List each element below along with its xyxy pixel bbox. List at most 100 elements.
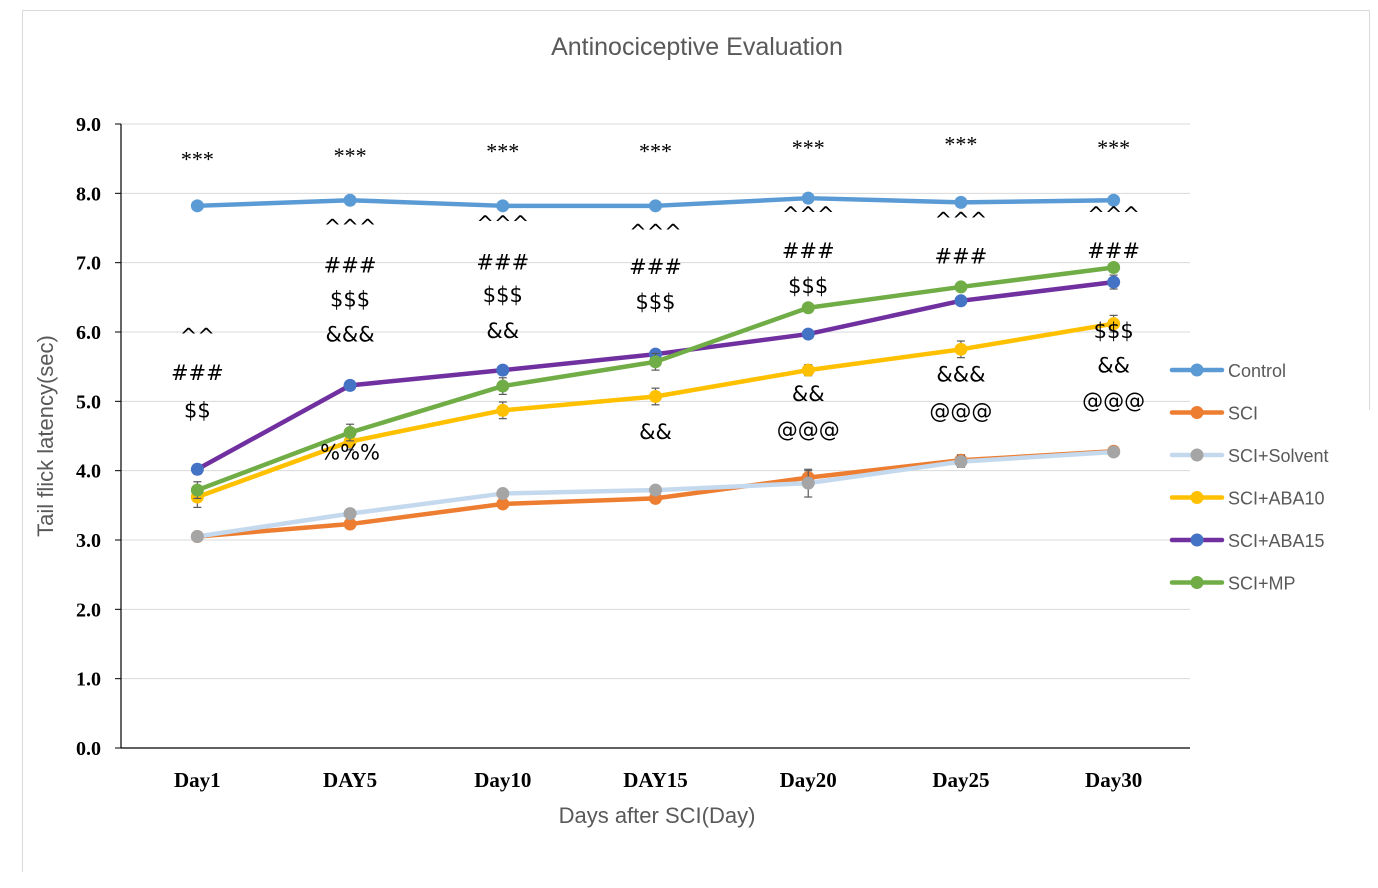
significance-annotation: && (1097, 354, 1130, 378)
data-point (649, 199, 662, 213)
legend-item: SCI+MP (1169, 574, 1296, 594)
significance-annotation: $$$ (330, 288, 370, 312)
significance-annotation: ^^^ (935, 209, 988, 233)
significance-annotation: @@@ (929, 399, 992, 423)
data-point (1107, 275, 1121, 289)
data-point (496, 497, 510, 511)
significance-annotation: ^^^ (1087, 203, 1140, 227)
significance-annotation: ^^^ (476, 212, 529, 236)
significance-annotation: ^^^ (629, 220, 682, 244)
significance-annotation: @@@ (1082, 389, 1145, 413)
legend-label: SCI (1228, 404, 1258, 424)
legend-label: SCI+MP (1228, 574, 1296, 594)
significance-annotation: && (486, 319, 519, 343)
x-tick-label: Day25 (932, 768, 989, 792)
frame-border-right (1369, 10, 1370, 410)
data-point (954, 342, 968, 356)
y-tick-label: 8.0 (76, 183, 101, 205)
y-tick-label: 3.0 (76, 530, 101, 552)
legend-marker (1190, 491, 1204, 504)
legend-item: Control (1169, 361, 1286, 381)
significance-annotation: ### (1087, 239, 1140, 263)
x-tick-label: DAY5 (323, 768, 377, 792)
legend-marker (1190, 406, 1204, 419)
data-point (496, 379, 510, 393)
data-point (496, 487, 510, 501)
legend-label: SCI+ABA15 (1228, 531, 1325, 551)
legend-marker (1190, 363, 1204, 377)
data-point (1107, 193, 1121, 207)
y-tick-label: 0.0 (76, 738, 101, 760)
data-point (801, 363, 815, 377)
legend-item: SCI (1169, 404, 1258, 424)
data-point (343, 378, 357, 392)
y-tick-label: 5.0 (76, 391, 101, 413)
annotation-layer: *** ^^ ### $$ *** ^^^ ### $$$ &&&%%% *** ^^^ ### $$$… (171, 131, 1145, 464)
data-point (190, 530, 204, 544)
legend-label: Control (1228, 361, 1286, 381)
y-tick-label: 2.0 (76, 599, 101, 621)
data-point (343, 507, 357, 521)
legend-marker (1190, 533, 1204, 547)
x-tick-label: DAY15 (623, 768, 688, 792)
legend-item: SCI+ABA10 (1169, 489, 1325, 509)
legend-item: SCI+ABA15 (1169, 531, 1325, 551)
significance-annotation: *** (792, 135, 825, 160)
significance-annotation: &&& (936, 363, 985, 387)
data-point (649, 389, 662, 403)
data-point (954, 455, 968, 469)
data-point (190, 483, 204, 497)
significance-annotation: @@@ (777, 418, 840, 442)
data-point (801, 476, 815, 490)
data-point (1107, 261, 1121, 275)
series-sci-mp (190, 261, 1121, 499)
legend-label: SCI+Solvent (1228, 446, 1329, 466)
significance-annotation: ### (782, 239, 835, 263)
significance-annotation: ### (935, 245, 988, 269)
y-tick-label: 4.0 (76, 461, 101, 483)
significance-annotation: *** (639, 138, 672, 163)
legend-item: SCI+Solvent (1169, 446, 1329, 466)
x-axis-title: Days after SCI(Day) (559, 803, 756, 828)
significance-annotation: ^^^ (324, 216, 377, 240)
significance-annotation: *** (181, 147, 214, 172)
data-point (649, 355, 662, 369)
data-point (496, 403, 510, 417)
data-point (954, 195, 968, 209)
legend: Control SCI SCI+Solvent SCI+ABA10 SCI+ABA15 S… (1169, 361, 1329, 594)
significance-annotation: $$ (184, 399, 211, 423)
data-point (190, 462, 204, 476)
y-tick-label: 1.0 (76, 669, 101, 691)
significance-annotation: ### (476, 250, 529, 274)
series-layer (190, 191, 1121, 544)
y-axis-title: Tail flick latency(sec) (33, 335, 58, 537)
y-tick-label: 9.0 (76, 114, 101, 136)
y-tick-label: 6.0 (76, 322, 101, 344)
data-point (649, 483, 662, 497)
x-tick-label: Day10 (474, 768, 531, 792)
significance-annotation: $$$ (635, 290, 675, 314)
significance-annotation: ### (629, 255, 682, 279)
significance-annotation: && (792, 382, 825, 406)
data-point (496, 199, 510, 213)
significance-annotation: ^^ (180, 324, 215, 348)
data-point (801, 301, 815, 315)
significance-annotation: ^^^ (782, 203, 835, 227)
series-control (190, 191, 1121, 213)
legend-marker (1190, 448, 1204, 462)
data-point (190, 199, 204, 213)
data-point (343, 426, 357, 440)
significance-annotation: $$$ (1094, 319, 1134, 343)
x-tick-label: Day30 (1085, 768, 1142, 792)
frame-border-top (22, 10, 1370, 11)
data-point (954, 294, 968, 308)
x-tick-label: Day1 (174, 768, 221, 792)
data-point (343, 193, 357, 207)
data-point (343, 435, 357, 449)
data-point (343, 517, 357, 531)
data-point (1107, 317, 1121, 331)
significance-annotation: *** (334, 143, 367, 168)
data-point (496, 363, 510, 377)
